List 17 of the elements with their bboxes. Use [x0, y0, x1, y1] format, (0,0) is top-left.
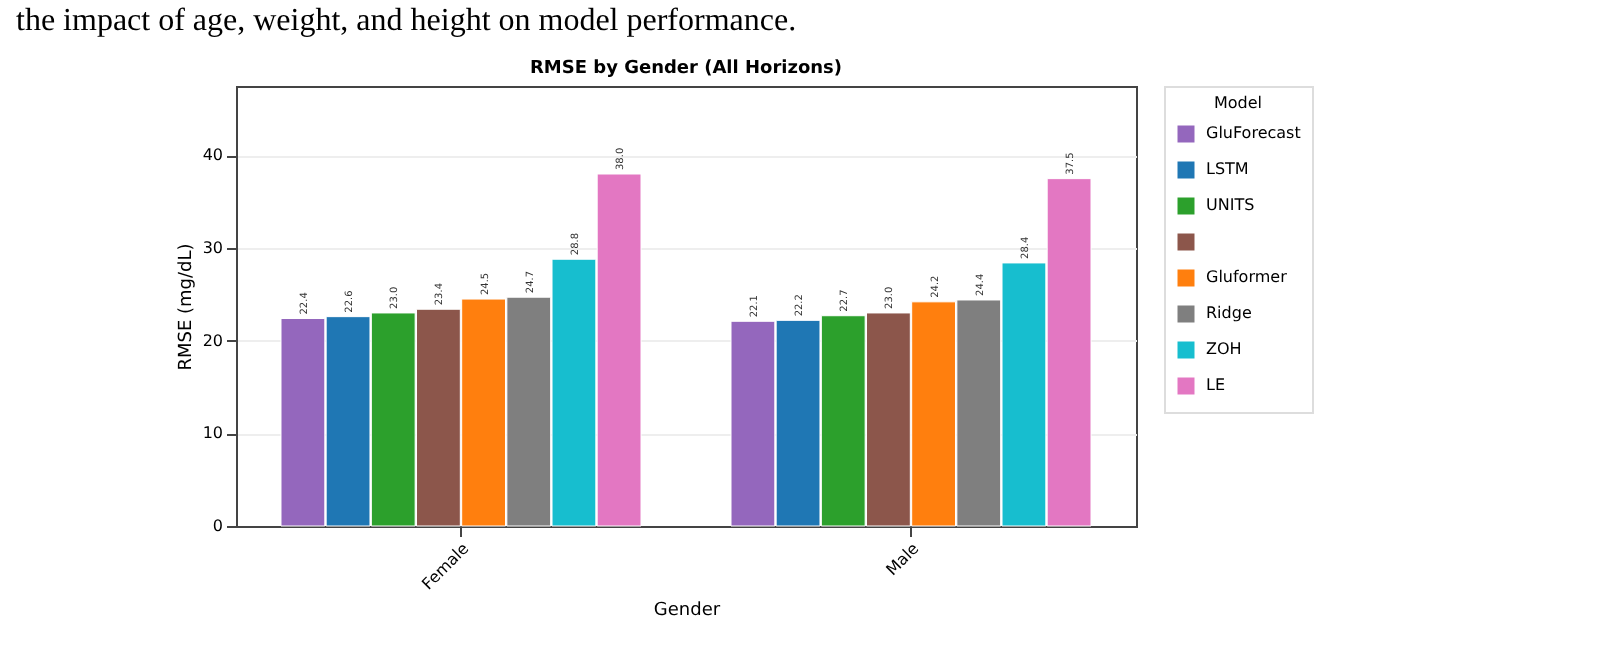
- y-tick-label: 40: [202, 146, 223, 165]
- legend-label: Gluformer: [1206, 268, 1289, 286]
- legend-label: UNITS: [1206, 196, 1255, 214]
- legend-label: ZOH: [1206, 340, 1242, 358]
- text: the impact of age, weight, and height on model performance.: [14, 2, 799, 42]
- legend-label: Ridge: [1206, 304, 1252, 322]
- y-tick-label: 20: [202, 331, 223, 350]
- y-axis-title: RMSE (mg/dL): [176, 243, 197, 371]
- y-tick-label: 0: [212, 517, 223, 535]
- y-tick-label: 30: [202, 239, 223, 258]
- legend-label: GluForecast: [1206, 124, 1301, 142]
- chart-title: RMSE by Gender (All Horizons): [529, 59, 843, 79]
- x-axis-title: Gender: [653, 601, 721, 622]
- legend-title: Model: [1213, 94, 1263, 112]
- legend-label: LSTM: [1206, 160, 1249, 178]
- legend-label: LE: [1206, 376, 1226, 394]
- y-tick-label: 10: [202, 424, 223, 443]
